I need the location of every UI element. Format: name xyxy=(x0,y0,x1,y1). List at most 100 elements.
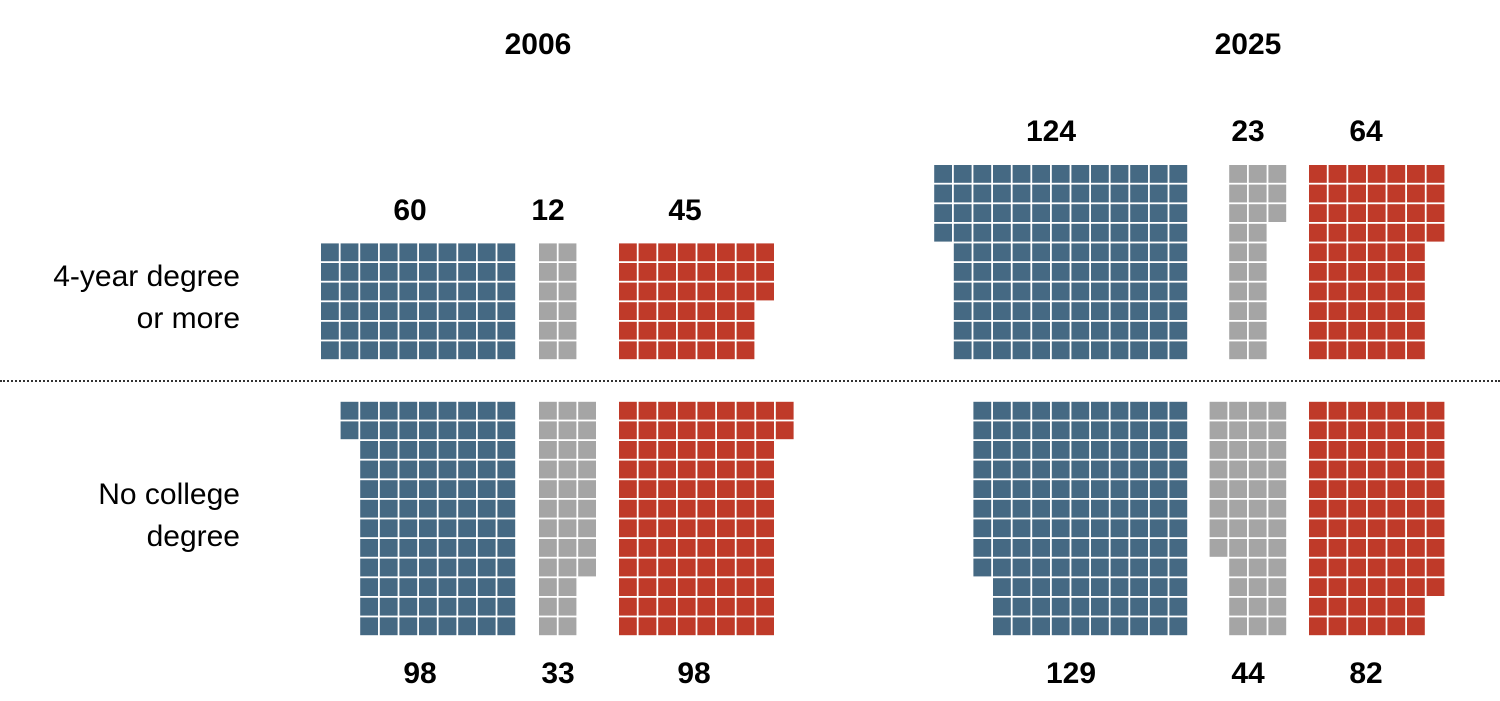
waffle-cell xyxy=(1348,282,1366,301)
waffle-cell xyxy=(619,263,637,281)
waffle-cell xyxy=(973,302,992,320)
waffle-cell xyxy=(497,480,516,498)
waffle-cell xyxy=(717,401,735,420)
waffle-cell xyxy=(697,341,716,360)
waffle-cell xyxy=(717,578,735,596)
waffle-cell xyxy=(1169,302,1188,320)
waffle-cell xyxy=(1387,617,1406,636)
waffle-cell xyxy=(1328,263,1347,281)
waffle-cell xyxy=(1051,460,1070,479)
waffle-cell xyxy=(953,165,972,183)
waffle-cell xyxy=(1367,480,1386,498)
waffle-cell xyxy=(1229,460,1247,479)
waffle-cell xyxy=(321,302,339,320)
waffle-cell xyxy=(973,223,992,242)
waffle-cell xyxy=(1012,558,1031,577)
waffle-cell xyxy=(1248,499,1267,518)
waffle-cell xyxy=(1130,460,1148,479)
waffle-cell xyxy=(1091,321,1109,340)
waffle-cell xyxy=(1110,480,1129,498)
waffle-cell xyxy=(1348,441,1366,459)
waffle-cell xyxy=(934,223,952,242)
waffle-cell xyxy=(1248,263,1267,281)
waffle-cell xyxy=(1248,243,1267,262)
waffle-cell xyxy=(1348,421,1366,440)
waffle-cell xyxy=(1407,499,1425,518)
waffle-cell xyxy=(993,578,1011,596)
value-label: 129 xyxy=(1045,657,1097,690)
waffle-cell xyxy=(1071,263,1090,281)
waffle-cell xyxy=(360,282,378,301)
waffle-cell xyxy=(756,401,774,420)
waffle-cell xyxy=(1209,401,1228,420)
waffle-cell xyxy=(360,263,378,281)
waffle-cell xyxy=(1071,184,1090,203)
waffle-cell xyxy=(619,460,637,479)
waffle-cell xyxy=(497,617,516,636)
waffle-cell xyxy=(638,558,657,577)
waffle-cell xyxy=(736,499,755,518)
waffle-cell xyxy=(677,460,696,479)
waffle-cell xyxy=(379,282,398,301)
waffle-cell xyxy=(1328,184,1347,203)
waffle-cell xyxy=(1169,441,1188,459)
waffle-cell xyxy=(1091,302,1109,320)
waffle-cell xyxy=(1309,341,1327,360)
waffle-cell xyxy=(497,421,516,440)
waffle-cell xyxy=(340,421,359,440)
waffle-cell xyxy=(458,441,476,459)
waffle-cell xyxy=(340,341,359,360)
waffle-cell xyxy=(1169,519,1188,538)
waffle-cell xyxy=(1309,480,1327,498)
waffle-cell xyxy=(1367,204,1386,222)
waffle-cell xyxy=(1387,558,1406,577)
waffle-cell xyxy=(1169,243,1188,262)
waffle-cell xyxy=(658,558,676,577)
waffle-cell xyxy=(1032,460,1050,479)
waffle-cell xyxy=(1032,480,1050,498)
waffle-cell xyxy=(1051,539,1070,557)
waffle-cell xyxy=(1407,539,1425,557)
waffle-cell xyxy=(1071,341,1090,360)
waffle-cell xyxy=(438,539,457,557)
waffle-cell xyxy=(1169,499,1188,518)
waffle-cell xyxy=(1032,243,1050,262)
waffle-cell xyxy=(1367,341,1386,360)
waffle-cell xyxy=(1367,519,1386,538)
waffle-cell xyxy=(717,480,735,498)
waffle-cell xyxy=(419,421,437,440)
waffle-cell xyxy=(717,282,735,301)
waffle-cell xyxy=(1032,578,1050,596)
waffle-cell xyxy=(477,441,496,459)
waffle-cell xyxy=(697,243,716,262)
waffle-cell xyxy=(1149,302,1168,320)
waffle-cell xyxy=(1110,499,1129,518)
waffle-cell xyxy=(1348,341,1366,360)
waffle-cell xyxy=(1328,441,1347,459)
waffle-cell xyxy=(1229,519,1247,538)
waffle-cell xyxy=(1149,617,1168,636)
waffle-cell xyxy=(379,321,398,340)
waffle-cell xyxy=(953,321,972,340)
row-label-line: or more xyxy=(136,302,240,335)
waffle-cell xyxy=(993,302,1011,320)
waffle-cell xyxy=(399,243,418,262)
waffle-cell xyxy=(1309,460,1327,479)
waffle-cell xyxy=(379,519,398,538)
waffle-cell xyxy=(1229,223,1247,242)
waffle-cell xyxy=(1407,282,1425,301)
waffle-cell xyxy=(1149,204,1168,222)
waffle-cell xyxy=(658,263,676,281)
waffle-cell xyxy=(973,341,992,360)
waffle-cell xyxy=(953,204,972,222)
waffle-cell xyxy=(953,341,972,360)
waffle-cell xyxy=(619,519,637,538)
waffle-cell xyxy=(756,519,774,538)
waffle-cell xyxy=(399,499,418,518)
waffle-cell xyxy=(934,165,952,183)
waffle-cell xyxy=(379,597,398,616)
waffle-cell xyxy=(973,282,992,301)
waffle-cell xyxy=(973,558,992,577)
waffle-cell xyxy=(360,341,378,360)
waffle-cell xyxy=(1348,204,1366,222)
